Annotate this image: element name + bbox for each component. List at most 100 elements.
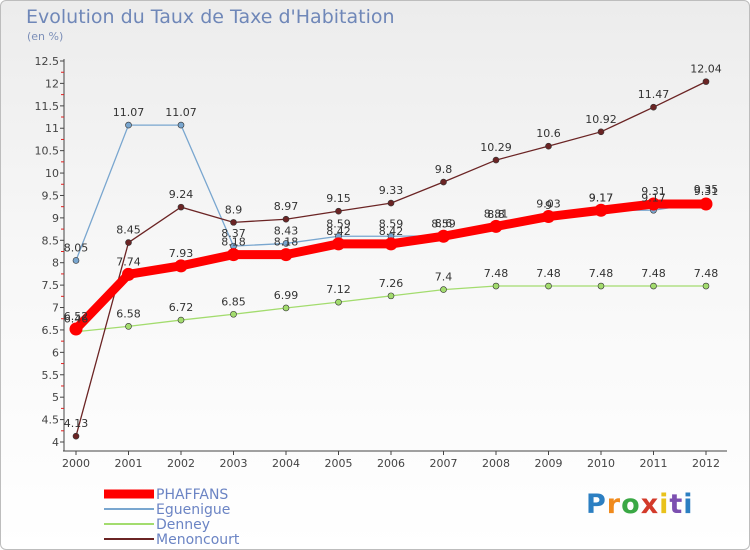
data-point [227,248,240,262]
data-label: 6.46 [64,313,89,326]
x-tick-label: 2003 [220,457,248,470]
data-label: 9.17 [641,191,666,204]
data-point [122,267,135,281]
data-label: 7.48 [589,267,614,280]
data-point [69,322,83,336]
data-label: 8.05 [64,241,89,254]
y-tick-label: 7.5 [42,279,60,292]
data-point [174,259,188,273]
data-point [282,304,290,312]
y-tick-label: 5 [52,391,59,404]
y-tick-label: 8 [52,257,59,270]
data-point [650,103,657,111]
data-point [384,237,398,251]
data-label: 7.48 [484,267,509,280]
data-label: 9.15 [326,192,351,205]
data-label: 6.52 [64,310,89,323]
data-point [702,78,710,85]
data-label: 8.45 [116,224,141,237]
data-label: 8.8 [487,208,505,221]
data-point [125,323,132,330]
chart-unit: (en %) [27,30,64,43]
data-label: 6.99 [274,289,299,302]
data-label: 7.4 [435,271,453,284]
y-tick-label: 5.5 [42,369,60,382]
data-point [702,282,710,290]
data-label: 8.59 [431,217,456,230]
x-tick-label: 2001 [115,457,143,470]
data-point [177,203,185,211]
data-label: 11.47 [638,88,670,101]
data-point [647,197,660,211]
data-point [177,316,185,324]
data-label: 9.03 [536,198,561,211]
data-point [332,237,345,251]
data-label: 7.48 [536,267,561,280]
y-tick-label: 4.5 [42,414,60,427]
data-label: 8.42 [326,225,351,238]
data-label: 4.13 [64,417,89,430]
data-label: 6.58 [116,307,141,320]
y-tick-label: 11.5 [35,100,60,113]
data-label: 8.81 [484,207,509,220]
x-tick-label: 2010 [587,457,615,470]
data-point [387,292,395,300]
y-tick-label: 10.5 [35,145,60,158]
data-label: 11.07 [165,106,197,119]
data-label: 8.59 [379,217,404,230]
y-tick-label: 10 [45,167,59,180]
legend-label: PHAFFANS [156,487,228,503]
data-point [230,310,237,318]
x-tick-label: 2005 [325,457,353,470]
data-label: 12.04 [690,63,722,76]
y-tick-label: 4 [52,436,59,449]
data-point [489,219,503,233]
data-label: 9.17 [589,191,614,204]
y-tick-label: 6.5 [42,324,60,337]
data-label: 10.92 [585,113,617,126]
data-point [597,282,605,290]
data-label: 8.37 [221,227,246,240]
data-label: 8.9 [225,203,243,216]
data-label: 7.93 [169,247,194,260]
data-label: 8.18 [221,236,246,249]
data-point [545,142,552,150]
data-label: 9.8 [435,163,453,176]
y-tick-label: 11 [45,122,59,135]
data-point [72,432,80,440]
data-point [125,239,132,246]
data-label: 8.6 [435,217,453,230]
data-point [440,178,447,186]
data-point [230,219,237,226]
data-label: 9.31 [694,185,719,198]
data-label: 11.07 [113,106,145,119]
y-tick-label: 6 [52,346,59,359]
x-tick-label: 2007 [430,457,458,470]
data-label: 7.74 [116,255,141,268]
legend-label: Menoncourt [156,532,240,548]
data-point [492,282,500,290]
x-tick-label: 2002 [167,457,195,470]
x-tick-label: 2009 [535,457,563,470]
x-tick-label: 2012 [692,457,720,470]
data-label: 6.72 [169,301,194,314]
data-point [387,199,395,207]
y-tick-label: 8.5 [42,234,60,247]
y-tick-label: 12.5 [35,55,60,68]
chart-title: Evolution du Taux de Taxe d'Habitation [26,6,395,28]
legend-label: Eguenigue [156,502,230,518]
data-point [492,156,500,164]
data-label: 8.18 [274,236,299,249]
legend-label: Denney [156,517,210,533]
data-point [282,215,290,223]
data-label: 9.24 [169,188,194,201]
data-point [125,121,132,129]
y-tick-label: 9.5 [42,189,60,202]
data-label: 7.48 [694,267,719,280]
y-tick-label: 12 [45,77,59,90]
x-tick-label: 2011 [640,457,668,470]
x-tick-label: 2008 [482,457,510,470]
data-label: 7.48 [641,267,666,280]
data-label: 9 [545,199,552,212]
